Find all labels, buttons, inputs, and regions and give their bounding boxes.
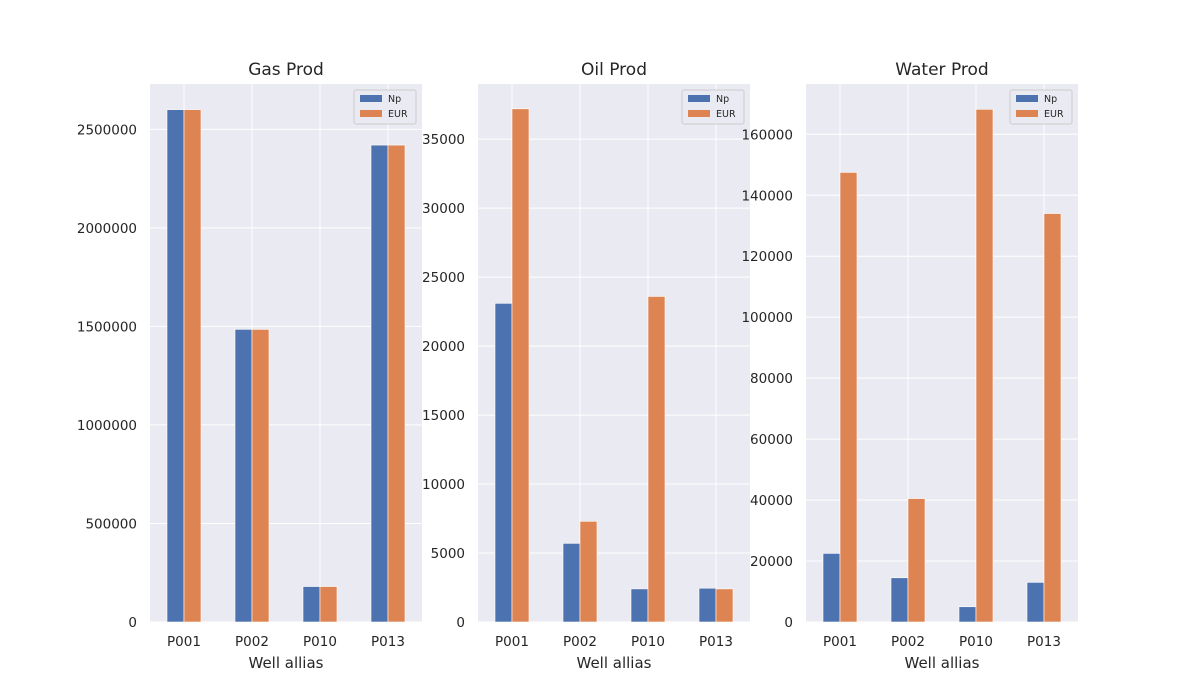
legend-swatch-eur <box>688 110 710 117</box>
y-tick-label: 1000000 <box>77 418 137 434</box>
legend-label-eur: EUR <box>716 109 736 120</box>
bar-eur-p013 <box>1043 213 1062 623</box>
x-axis-label: Well allias <box>905 654 980 672</box>
y-tick-label: 140000 <box>741 188 793 204</box>
legend: Np EUR <box>681 89 745 125</box>
bar-np-p002 <box>890 577 909 623</box>
bar-np-p013 <box>370 144 389 623</box>
x-tick-label: P002 <box>891 634 925 650</box>
bar-np-p010 <box>302 586 321 623</box>
y-tick-label: 80000 <box>750 371 793 387</box>
y-tick-label: 2000000 <box>77 221 137 237</box>
x-tick-label: P002 <box>563 634 597 650</box>
bar-eur-p010 <box>319 586 338 623</box>
legend-swatch-np <box>1016 95 1038 102</box>
x-axis-label: Well allias <box>577 654 652 672</box>
bar-np-p013 <box>698 587 717 623</box>
x-tick-label: P010 <box>959 634 993 650</box>
bar-eur-p013 <box>715 588 734 623</box>
bar-eur-p002 <box>251 329 270 623</box>
x-tick-label: P013 <box>699 634 733 650</box>
y-tick-label: 10000 <box>422 477 465 493</box>
x-tick-label: P002 <box>235 634 269 650</box>
y-tick-label: 35000 <box>422 132 465 148</box>
bar-np-p010 <box>630 588 649 623</box>
y-tick-label: 2500000 <box>77 122 137 138</box>
subplot-2: 0 20000 40000 60000 80000 100000 120000 140000 1… <box>741 60 1078 672</box>
bar-eur-p013 <box>387 144 406 623</box>
chart-title: Oil Prod <box>581 60 647 80</box>
bar-np-p001 <box>166 109 185 623</box>
legend-label-eur: EUR <box>388 109 408 120</box>
bar-np-p010 <box>958 606 977 623</box>
legend: Np EUR <box>353 89 417 125</box>
y-tick-label: 0 <box>784 615 793 631</box>
subplot-0: 0 500000 1000000 1500000 2000000 2500000 P001 P… <box>77 60 422 672</box>
legend: Np EUR <box>1009 89 1073 125</box>
y-tick-label: 0 <box>456 615 465 631</box>
bar-np-p002 <box>562 543 581 623</box>
legend-label-eur: EUR <box>1044 109 1064 120</box>
legend-label-np: Np <box>388 94 401 105</box>
y-tick-label: 60000 <box>750 432 793 448</box>
y-tick-label: 30000 <box>422 201 465 217</box>
bar-np-p013 <box>1026 582 1045 623</box>
x-tick-label: P010 <box>631 634 665 650</box>
bar-eur-p002 <box>579 520 598 623</box>
bar-np-p001 <box>822 553 841 623</box>
x-tick-label: P001 <box>167 634 201 650</box>
x-tick-label: P013 <box>1027 634 1061 650</box>
y-tick-label: 20000 <box>750 554 793 570</box>
bar-np-p001 <box>494 303 513 623</box>
y-tick-label: 15000 <box>422 408 465 424</box>
y-tick-label: 0 <box>128 615 137 631</box>
y-tick-label: 500000 <box>85 516 137 532</box>
legend-label-np: Np <box>1044 94 1057 105</box>
bar-eur-p001 <box>839 172 858 623</box>
bar-np-p002 <box>234 329 253 623</box>
bar-eur-p001 <box>511 108 530 623</box>
y-tick-label: 5000 <box>431 546 465 562</box>
subplot-1: 0 5000 10000 15000 20000 25000 30000 35000 P001 P… <box>422 60 750 672</box>
legend-swatch-np <box>360 95 382 102</box>
bar-eur-p001 <box>183 109 202 623</box>
y-tick-label: 120000 <box>741 249 793 265</box>
x-axis-label: Well allias <box>249 654 324 672</box>
y-tick-label: 40000 <box>750 493 793 509</box>
x-tick-label: P013 <box>371 634 405 650</box>
x-tick-label: P010 <box>303 634 337 650</box>
y-tick-label: 160000 <box>741 127 793 143</box>
chart-title: Water Prod <box>895 60 988 80</box>
y-tick-label: 100000 <box>741 310 793 326</box>
legend-label-np: Np <box>716 94 729 105</box>
x-tick-label: P001 <box>823 634 857 650</box>
x-tick-label: P001 <box>495 634 529 650</box>
legend-swatch-eur <box>360 110 382 117</box>
y-tick-label: 25000 <box>422 270 465 286</box>
legend-swatch-np <box>688 95 710 102</box>
chart-title: Gas Prod <box>248 60 324 80</box>
y-tick-label: 1500000 <box>77 319 137 335</box>
bar-eur-p010 <box>975 108 994 623</box>
bar-eur-p010 <box>647 296 666 623</box>
legend-swatch-eur <box>1016 110 1038 117</box>
bar-eur-p002 <box>907 498 926 623</box>
y-tick-label: 20000 <box>422 339 465 355</box>
